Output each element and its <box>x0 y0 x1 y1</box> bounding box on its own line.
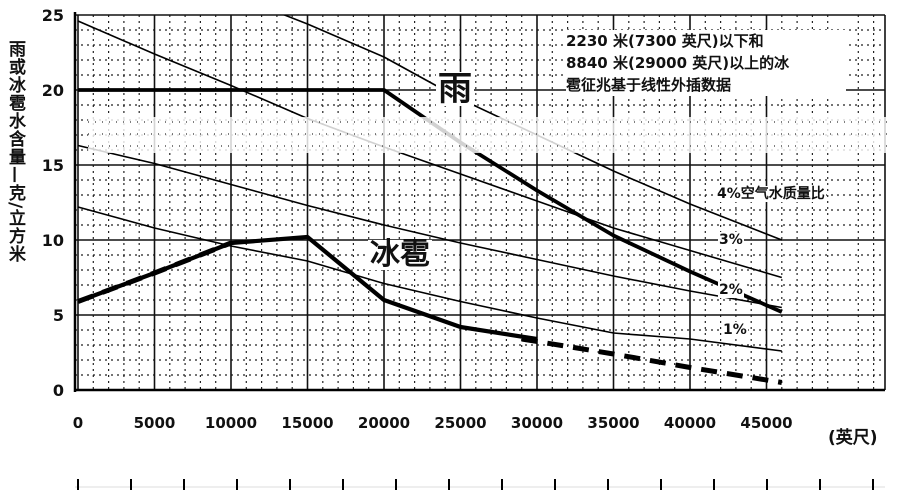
note-line-3: 雹征兆基于线性外插数据 <box>566 76 732 94</box>
y-tick-label: 25 <box>42 6 64 25</box>
series-line-4 <box>78 88 783 314</box>
scan-band <box>88 117 888 153</box>
series-line-0 <box>282 15 783 241</box>
x-tick-label: 45000 <box>740 414 792 432</box>
y-tick-label: 20 <box>42 81 64 100</box>
x-tick-label: 25000 <box>434 414 486 432</box>
hail-region-label: 冰雹 <box>368 237 432 272</box>
x-tick-label: 15000 <box>281 414 333 432</box>
series-line-7 <box>521 336 783 385</box>
ratio-label-1pct: 1% <box>722 322 748 338</box>
x-tick-label: 30000 <box>511 414 563 432</box>
note-line-2: 8840 米(29000 英尺)以上的冰 <box>566 54 790 72</box>
series-line-1 <box>77 20 783 279</box>
series-group <box>77 15 783 385</box>
x-axis-unit-label: (英尺) <box>828 428 878 448</box>
y-tick-label: 0 <box>53 381 64 400</box>
series-line-2 <box>77 144 782 309</box>
x-tick-label: 0 <box>73 414 83 432</box>
x-tick-label: 40000 <box>664 414 716 432</box>
series-line-3 <box>77 206 782 352</box>
y-tick-label: 5 <box>53 306 64 325</box>
extrapolation-note: 2230 米(7300 英尺)以下和 8840 米(29000 英尺)以上的冰 … <box>566 30 846 96</box>
ratio-label-2pct: 2% <box>718 282 744 298</box>
rain-region-label: 雨 <box>436 69 474 109</box>
x-tick-label: 20000 <box>358 414 410 432</box>
y-axis-label: 雨或冰雹水含量—克/立方米 <box>5 40 25 264</box>
x-tick-label: 5000 <box>134 414 176 432</box>
x-tick-label: 10000 <box>205 414 257 432</box>
y-tick-label: 15 <box>42 156 64 175</box>
note-line-1: 2230 米(7300 英尺)以下和 <box>566 32 764 50</box>
y-tick-label: 10 <box>42 231 64 250</box>
x-tick-label: 35000 <box>587 414 639 432</box>
series-line-6 <box>77 240 232 304</box>
ratio-label-3pct: 3% <box>718 232 744 248</box>
ratio-label-4pct: 4%空气水质量比 <box>716 186 826 202</box>
